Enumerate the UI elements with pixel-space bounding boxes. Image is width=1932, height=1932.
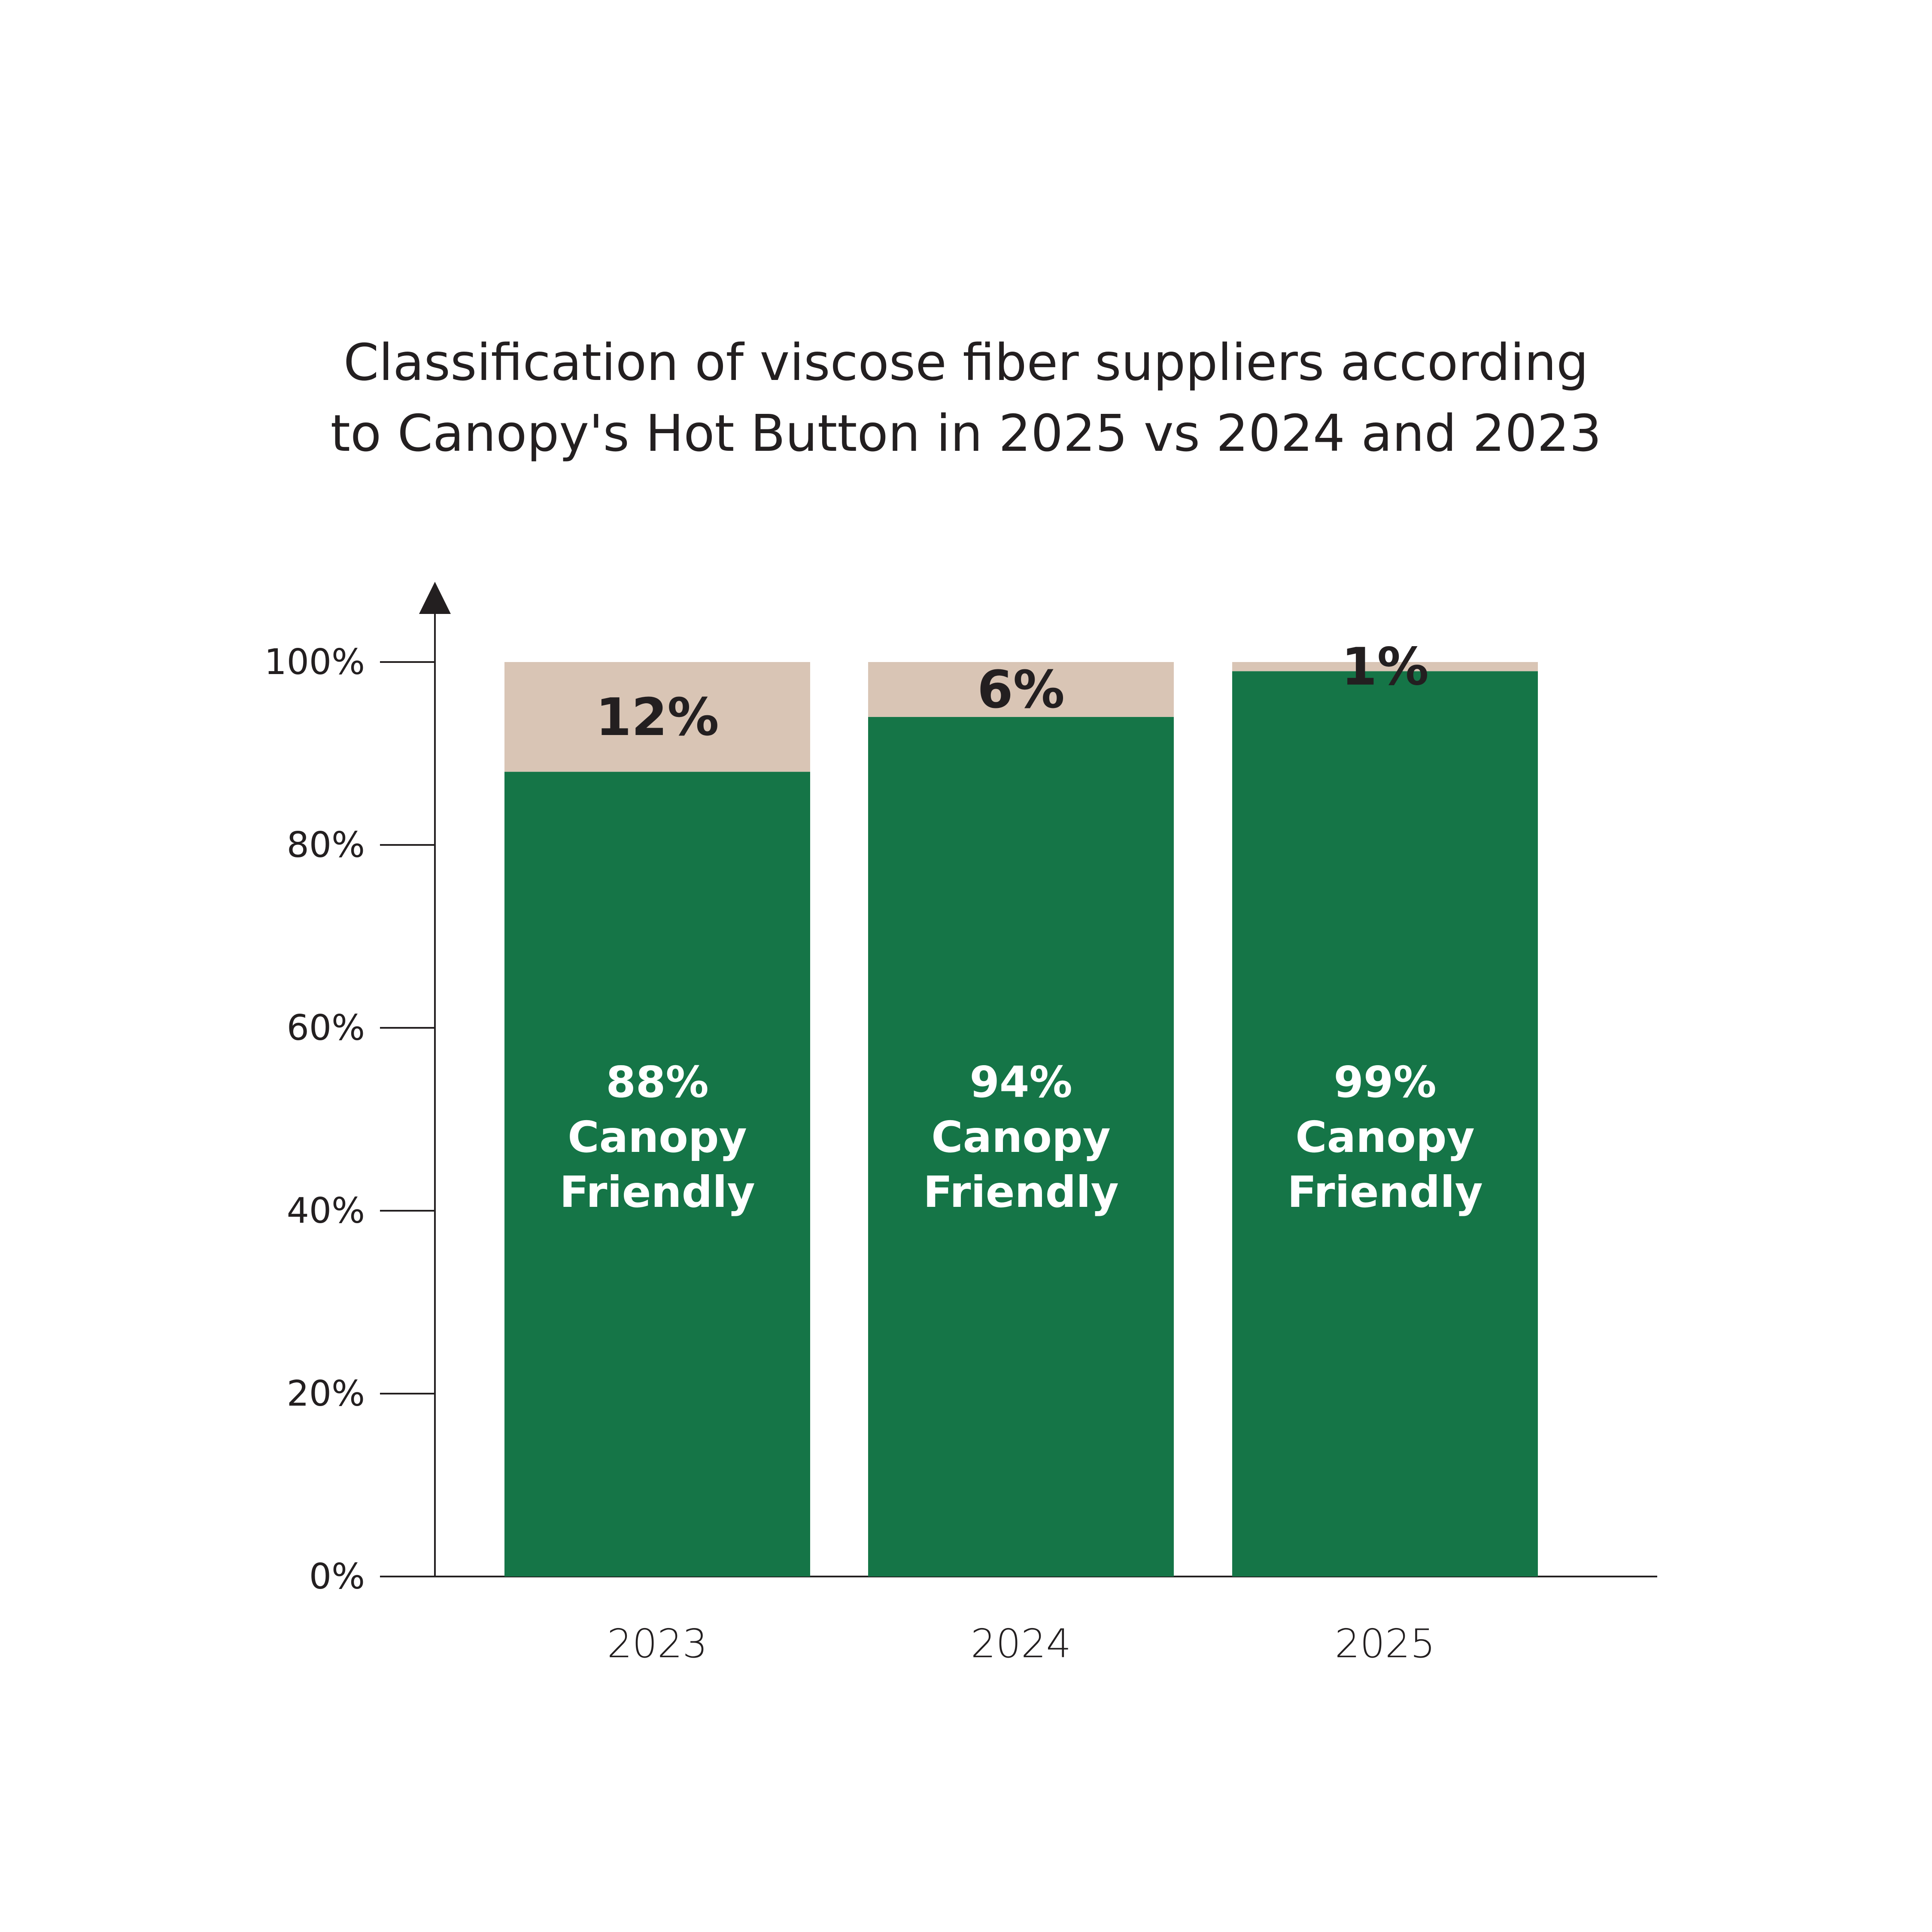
- y-tick-label: 60%: [287, 1008, 365, 1048]
- data-label-canopy-friendly: Canopy: [568, 1112, 747, 1162]
- data-label-canopy-friendly: Friendly: [559, 1167, 755, 1217]
- y-tick-label: 0%: [309, 1556, 365, 1597]
- data-label-canopy-friendly: 99%: [1334, 1057, 1436, 1107]
- data-label-top: 1%: [1341, 638, 1429, 697]
- bar-segment-top-2024: [868, 662, 1174, 717]
- y-axis-ticks: 0% 20% 40% 60% 80% 100%: [264, 642, 435, 1597]
- data-label-canopy-friendly: 88%: [606, 1057, 708, 1107]
- y-tick-label: 100%: [264, 642, 365, 683]
- x-tick-label: 2023: [607, 1621, 708, 1667]
- chart-title-line-2: to Canopy's Hot Button in 2025 vs 2024 a…: [331, 404, 1602, 463]
- data-label-canopy-friendly: Canopy: [1295, 1112, 1475, 1162]
- bar-segment-top-2025: [1232, 662, 1538, 671]
- x-tick-label: 2024: [971, 1621, 1071, 1667]
- data-label-canopy-friendly: Friendly: [1287, 1167, 1483, 1217]
- chart-title: Classification of viscose fiber supplier…: [331, 333, 1602, 463]
- bars: 12%88%CanopyFriendly6%94%CanopyFriendly1…: [504, 638, 1538, 1577]
- chart-title-line-1: Classification of viscose fiber supplier…: [343, 333, 1589, 392]
- data-label-canopy-friendly: 94%: [969, 1057, 1072, 1107]
- bar-canopy-friendly-2023: [504, 772, 810, 1577]
- y-tick-label: 80%: [287, 825, 365, 866]
- y-tick-label: 40%: [287, 1191, 365, 1231]
- y-tick-label: 20%: [287, 1373, 365, 1414]
- bar-canopy-friendly-2025: [1232, 671, 1538, 1577]
- x-axis-labels: 2023 2024 2025: [607, 1621, 1435, 1667]
- bar-segment-top-2023: [504, 662, 810, 772]
- data-label-top: 6%: [977, 660, 1065, 720]
- data-label-top: 12%: [595, 688, 719, 747]
- y-axis-arrow-icon: [419, 582, 451, 614]
- data-label-canopy-friendly: Canopy: [931, 1112, 1111, 1162]
- data-label-canopy-friendly: Friendly: [923, 1167, 1119, 1217]
- x-tick-label: 2025: [1335, 1621, 1435, 1667]
- bar-canopy-friendly-2024: [868, 717, 1174, 1577]
